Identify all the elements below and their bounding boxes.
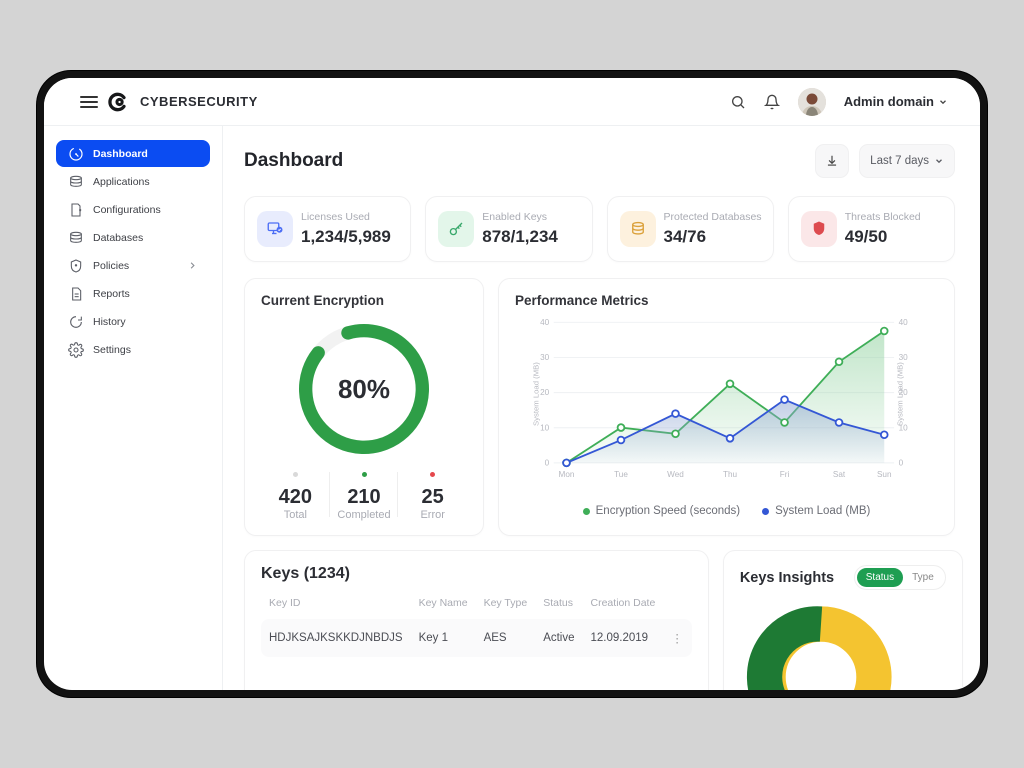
svg-text:20: 20 [540, 388, 550, 397]
svg-text:System Load (MB): System Load (MB) [531, 362, 540, 426]
svg-text:0: 0 [899, 459, 904, 468]
svg-text:0: 0 [545, 459, 550, 468]
svg-text:Wed: Wed [667, 470, 684, 479]
svg-text:Fri: Fri [780, 470, 790, 479]
svg-text:Mon: Mon [559, 470, 575, 479]
svg-text:10: 10 [540, 423, 550, 432]
svg-text:30: 30 [540, 353, 550, 362]
svg-text:Sun: Sun [877, 470, 892, 479]
svg-text:Sat: Sat [833, 470, 846, 479]
svg-text:40: 40 [899, 318, 909, 327]
svg-text:Tue: Tue [614, 470, 628, 479]
svg-text:Thu: Thu [723, 470, 738, 479]
svg-text:30: 30 [899, 353, 909, 362]
svg-text:System Load (MB): System Load (MB) [895, 362, 904, 426]
svg-text:40: 40 [540, 318, 550, 327]
